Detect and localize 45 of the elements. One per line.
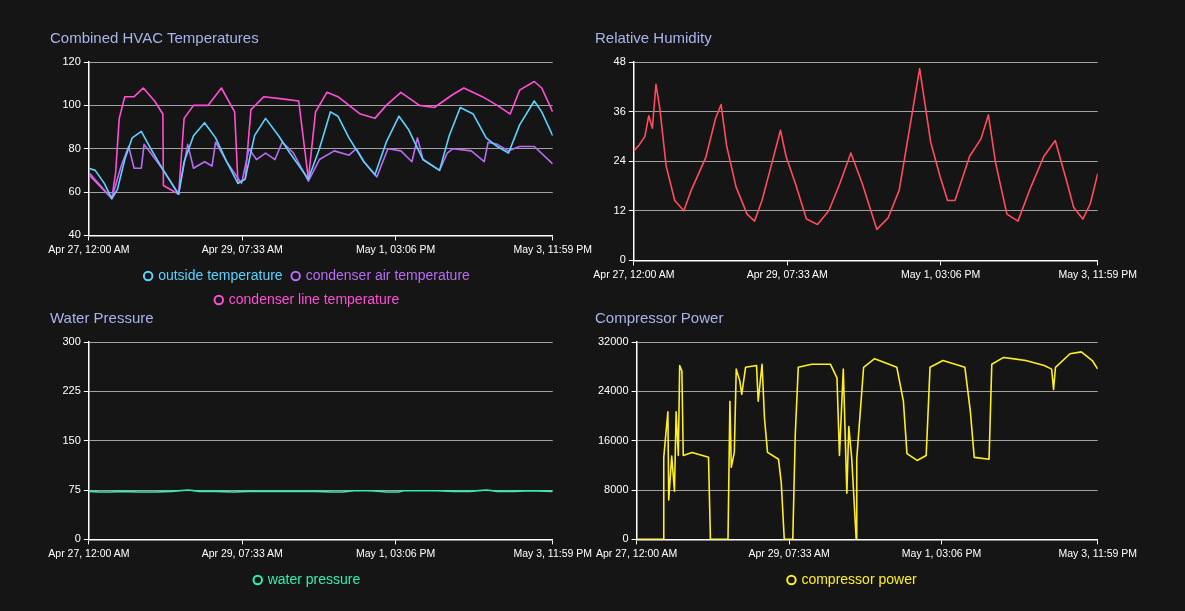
x-tick-label: Apr 29, 07:33 AM [201, 242, 283, 255]
y-tick-label: 120 [62, 55, 81, 68]
x-tick-label: May 3, 11:59 PM [513, 242, 592, 255]
legend-label: water pressure [266, 570, 361, 587]
x-tick-label: May 1, 03:06 PM [355, 242, 436, 255]
chart-title: Relative Humidity [595, 29, 713, 47]
x-tick-label: Apr 27, 12:00 AM [48, 242, 130, 255]
y-tick-label: 16000 [597, 433, 629, 446]
y-tick-label: 36 [613, 104, 626, 117]
x-tick-label: Apr 29, 07:33 AM [201, 546, 283, 559]
y-tick-label: 75 [68, 483, 81, 496]
y-tick-label: 80 [68, 141, 81, 154]
legend-label: outside temperature [158, 266, 283, 283]
y-tick-label: 40 [68, 228, 81, 241]
y-tick-label: 24000 [597, 384, 629, 397]
x-tick-label: Apr 27, 12:00 AM [596, 546, 678, 559]
x-tick-label: May 3, 11:59 PM [1058, 267, 1137, 280]
y-tick-label: 0 [619, 253, 626, 266]
x-tick-label: May 1, 03:06 PM [355, 546, 436, 559]
legend-label: compressor power [801, 570, 917, 587]
y-tick-label: 24 [613, 154, 626, 167]
y-tick-label: 48 [613, 55, 626, 68]
chart-title: Combined HVAC Temperatures [50, 29, 259, 47]
x-tick-label: May 3, 11:59 PM [1058, 546, 1137, 559]
x-tick-label: Apr 27, 12:00 AM [48, 546, 130, 559]
y-tick-label: 150 [62, 433, 81, 446]
legend-label: condenser air temperature [305, 266, 471, 283]
y-tick-label: 12 [613, 203, 626, 216]
chart-title: Compressor Power [595, 309, 724, 327]
y-tick-label: 100 [62, 98, 81, 111]
y-tick-label: 300 [62, 335, 81, 348]
y-tick-label: 8000 [604, 483, 629, 496]
x-tick-label: May 1, 03:06 PM [900, 267, 981, 280]
legend-label: condenser line temperature [228, 290, 400, 307]
y-tick-label: 225 [62, 384, 81, 397]
y-tick-label: 0 [622, 532, 629, 545]
y-tick-label: 60 [68, 185, 81, 198]
chart-title: Water Pressure [50, 309, 154, 327]
y-tick-label: 0 [74, 532, 81, 545]
x-tick-label: May 3, 11:59 PM [513, 546, 592, 559]
x-tick-label: May 1, 03:06 PM [901, 546, 982, 559]
x-tick-label: Apr 27, 12:00 AM [593, 267, 675, 280]
x-tick-label: Apr 29, 07:33 AM [748, 546, 830, 559]
y-tick-label: 32000 [597, 335, 629, 348]
x-tick-label: Apr 29, 07:33 AM [746, 267, 828, 280]
